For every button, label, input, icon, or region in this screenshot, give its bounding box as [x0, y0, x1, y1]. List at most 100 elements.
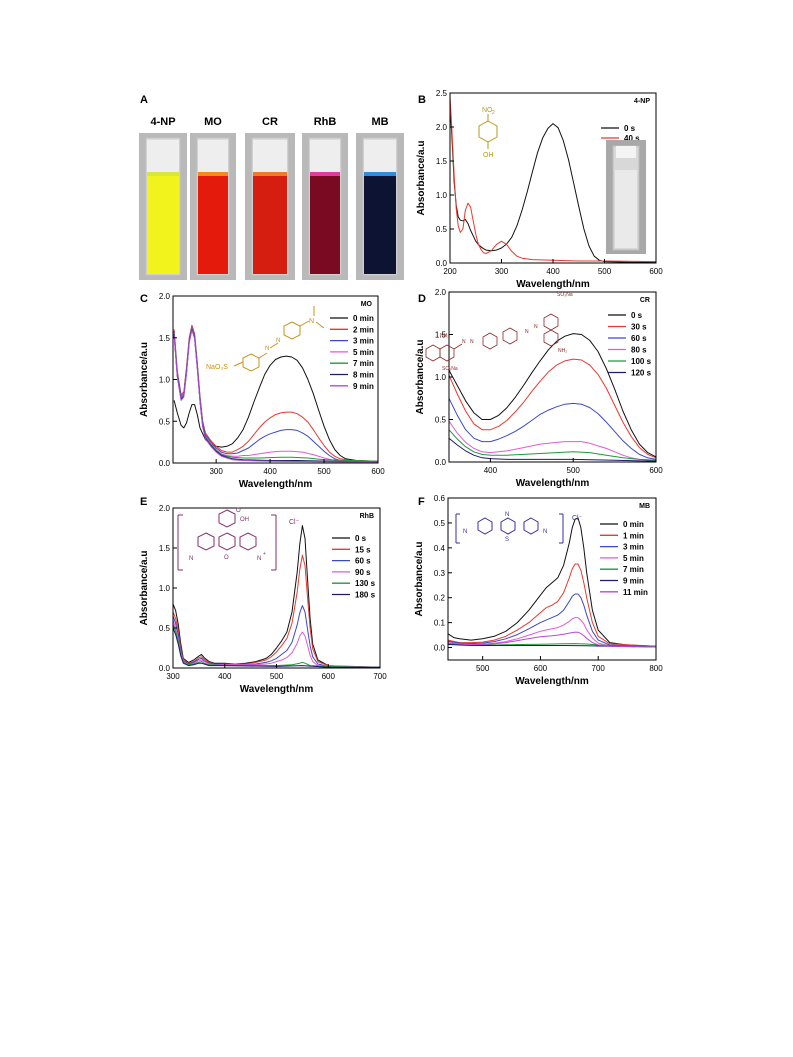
y-tick-label: 2.0: [436, 123, 448, 132]
cuvette-liquid: [310, 176, 340, 274]
svg-text:N: N: [525, 329, 529, 335]
svg-text:N: N: [257, 556, 261, 562]
series-line: [447, 563, 657, 647]
series-line: [173, 329, 379, 463]
structure-methyl-orange: NaO₃S N N N: [206, 306, 325, 372]
cuvette-liquid: [147, 176, 179, 274]
legend-label: 11 min: [623, 588, 648, 597]
x-tick-label: 800: [649, 664, 663, 673]
legend-label: 30 s: [631, 323, 647, 332]
legend-label: 80 s: [631, 346, 647, 355]
legend-label: 8 min: [353, 371, 374, 380]
svg-text:N: N: [543, 529, 547, 535]
series-line: [173, 328, 379, 462]
cuvette-label: MO: [204, 116, 222, 128]
cuvette-label: CR: [262, 116, 278, 128]
x-tick-label: 300: [166, 672, 180, 681]
legend-label: 1 min: [623, 531, 644, 540]
series-line: [172, 554, 381, 668]
chart-tag: MB: [639, 503, 650, 510]
y-tick-label: 2.5: [436, 89, 448, 98]
chart-b: 200 300 400 500 600 0.0 0.5 1.0 1.5 2.0 2.5 Wavelen…: [416, 89, 663, 290]
legend-label: 40 s: [624, 134, 640, 143]
x-tick-label: 400: [484, 466, 498, 475]
y-axis-label: Absorbance/a.u: [415, 339, 426, 414]
x-tick-label: 400: [546, 267, 560, 276]
y-axis-label: Absorbance/a.u: [414, 541, 425, 616]
svg-text:+: +: [263, 551, 266, 557]
cuvette-label: 4-NP: [150, 116, 175, 128]
x-tick-label: 400: [263, 467, 277, 476]
cuvette-meniscus: [198, 172, 228, 176]
legend-label: 15 s: [355, 545, 371, 554]
cuvette: MB: [356, 116, 404, 280]
y-tick-label: 0.0: [434, 644, 446, 653]
chart-tag: CR: [640, 297, 650, 304]
legend-label: 0 s: [624, 124, 636, 133]
x-tick-label: 500: [476, 664, 490, 673]
svg-text:SO₃Na: SO₃Na: [442, 366, 458, 372]
panel-a-letter: A: [140, 94, 148, 106]
svg-text:Cl⁻: Cl⁻: [572, 515, 583, 522]
y-tick-label: 0.1: [434, 619, 446, 628]
plot-frame: [447, 497, 657, 661]
svg-text:NaO₃S: NaO₃S: [206, 364, 228, 371]
svg-text:O: O: [236, 508, 241, 514]
y-tick-label: 2.0: [159, 504, 171, 513]
legend-label: 9 min: [623, 577, 644, 586]
x-tick-label: 500: [317, 467, 331, 476]
cuvette-liquid: [253, 176, 287, 274]
legend-label: 100 s: [631, 357, 652, 366]
cuvette-photo-inset: [606, 140, 646, 254]
cuvette-headspace: [147, 140, 179, 172]
series-line: [173, 327, 379, 462]
x-tick-label: 400: [218, 672, 232, 681]
legend-label: 60 s: [631, 334, 647, 343]
series-line: [448, 333, 657, 458]
svg-text:OH: OH: [483, 152, 494, 159]
y-tick-label: 1.0: [436, 191, 448, 200]
svg-text:N: N: [189, 556, 193, 562]
y-tick-label: 0.5: [159, 624, 171, 633]
legend-label: 0 min: [353, 314, 374, 323]
legend-label: 0 min: [623, 520, 644, 529]
y-tick-label: 1.5: [159, 334, 171, 343]
x-tick-label: 700: [592, 664, 606, 673]
series-line: [448, 358, 657, 459]
svg-text:NH₂: NH₂: [558, 348, 567, 354]
cuvette-meniscus: [253, 172, 287, 176]
legend-label: 60 s: [355, 557, 371, 566]
svg-text:NO: NO: [482, 107, 493, 114]
y-tick-label: 0.0: [159, 664, 171, 673]
cuvette-meniscus: [310, 172, 340, 176]
x-tick-label: 600: [534, 664, 548, 673]
panel-d-letter: D: [418, 293, 426, 305]
structure-4-nitrophenol: NO 2 OH: [478, 107, 498, 159]
y-tick-label: 1.5: [435, 331, 447, 340]
structure-methylene-blue: N S N N Cl⁻: [455, 512, 583, 544]
y-tick-label: 0.3: [434, 569, 446, 578]
x-tick-label: 600: [371, 467, 385, 476]
cuvette: 4-NP: [139, 116, 187, 280]
x-tick-label: 200: [443, 267, 457, 276]
cuvette-meniscus: [147, 172, 179, 176]
structure-rhodamine-b: OH O O N N + Cl⁻: [177, 508, 300, 571]
legend-label: 180 s: [355, 591, 376, 600]
cuvette-headspace: [364, 140, 396, 172]
y-tick-label: 1.5: [436, 157, 448, 166]
series-line: [173, 326, 379, 462]
legend-label: 120 s: [631, 369, 652, 378]
x-tick-label: 300: [209, 467, 223, 476]
y-tick-label: 0.0: [435, 458, 447, 467]
y-tick-label: 0.5: [159, 417, 171, 426]
y-tick-label: 2.0: [435, 288, 447, 297]
y-tick-label: 0.4: [434, 544, 446, 553]
series-line: [448, 398, 657, 460]
legend-label: 0 s: [631, 311, 643, 320]
y-tick-label: 0.5: [435, 416, 447, 425]
x-tick-label: 600: [322, 672, 336, 681]
y-axis-label: Absorbance/a.u: [139, 342, 150, 417]
cuvette-row: 4-NP MO CR RhB MB: [139, 116, 404, 280]
chart-c: 300 400 500 600 0.0 0.5 1.0 1.5 2.0 Wavelength/nm…: [139, 292, 385, 490]
series-line: [172, 627, 380, 668]
